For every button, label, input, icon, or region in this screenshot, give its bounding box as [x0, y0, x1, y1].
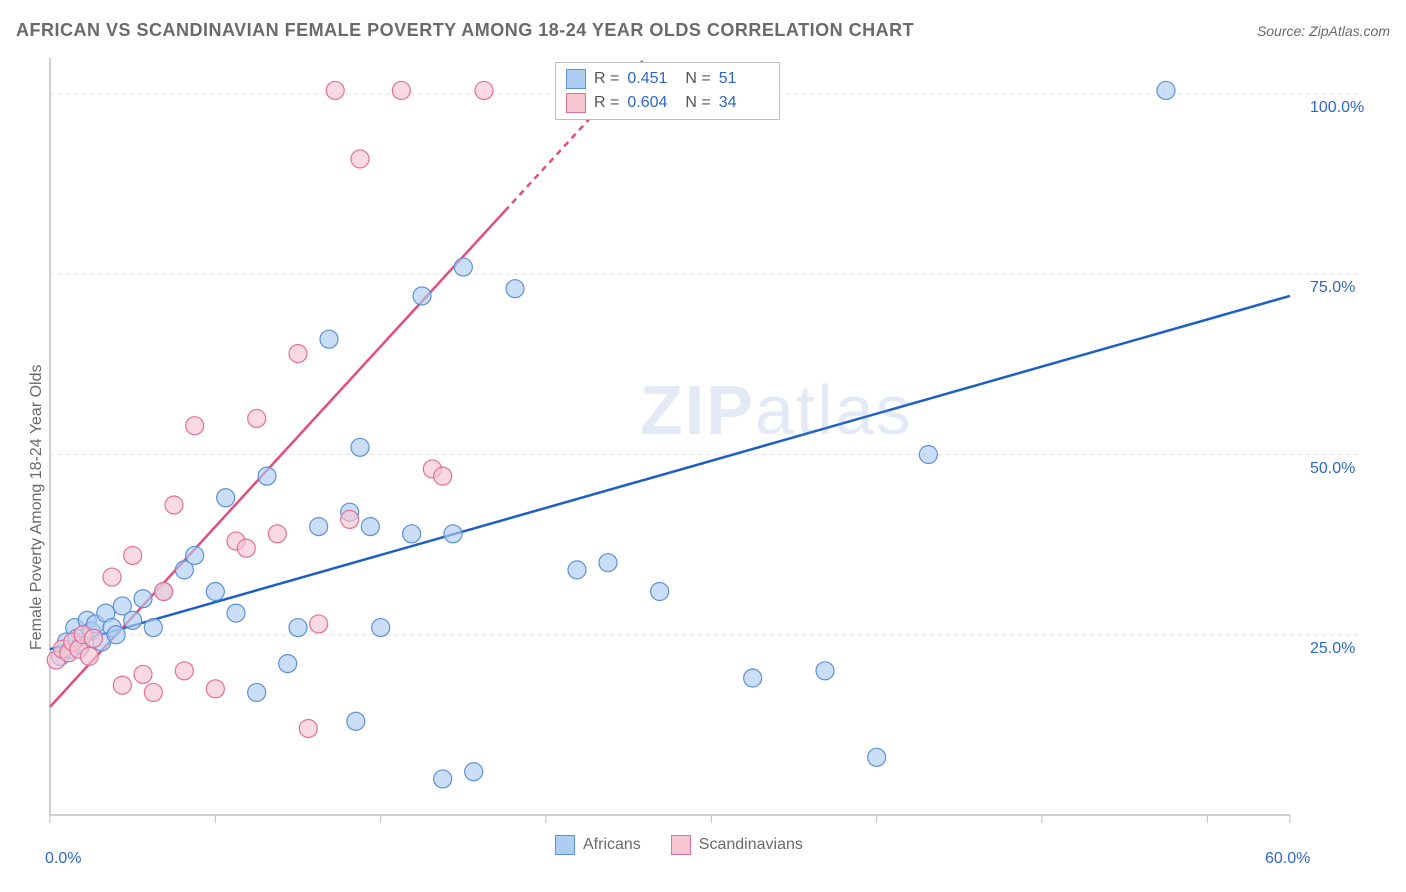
r-label: R = [594, 70, 619, 88]
stats-row: R = 0.451 N = 51 [566, 67, 769, 91]
n-value: 51 [719, 70, 769, 88]
y-tick-label: 100.0% [1310, 99, 1364, 117]
y-tick-label: 50.0% [1310, 460, 1355, 478]
r-value: 0.604 [627, 94, 677, 112]
x-tick-label: 60.0% [1265, 850, 1310, 868]
n-label: N = [685, 70, 710, 88]
r-value: 0.451 [627, 70, 677, 88]
legend-item: Africans [555, 835, 641, 855]
legend-swatch [555, 835, 575, 855]
legend-label: Scandinavians [699, 836, 803, 854]
series-legend: Africans Scandinavians [555, 835, 803, 855]
n-label: N = [685, 94, 710, 112]
y-tick-label: 75.0% [1310, 279, 1355, 297]
n-value: 34 [719, 94, 769, 112]
r-label: R = [594, 94, 619, 112]
legend-swatch [671, 835, 691, 855]
y-tick-label: 25.0% [1310, 640, 1355, 658]
legend-label: Africans [583, 836, 641, 854]
stats-swatch [566, 69, 586, 89]
chart-container: AFRICAN VS SCANDINAVIAN FEMALE POVERTY A… [0, 0, 1406, 892]
y-axis-label: Female Poverty Among 18-24 Year Olds [28, 365, 46, 651]
stats-swatch [566, 93, 586, 113]
stats-row: R = 0.604 N = 34 [566, 91, 769, 115]
legend-item: Scandinavians [671, 835, 803, 855]
stats-legend: R = 0.451 N = 51 R = 0.604 N = 34 [555, 62, 780, 120]
scatter-chart [0, 0, 1406, 892]
x-tick-label: 0.0% [45, 850, 81, 868]
